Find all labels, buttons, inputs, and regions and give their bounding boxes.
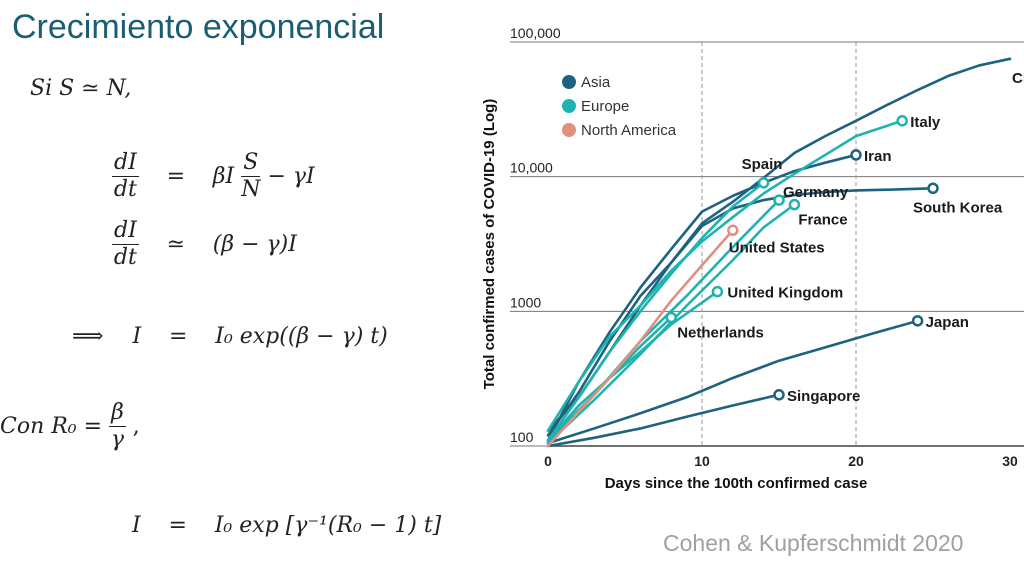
y-tick-label: 10,000 bbox=[510, 160, 553, 176]
series-label-iran: Iran bbox=[864, 148, 892, 165]
rhs-expression: I₀ exp [γ⁻¹(R₀ − 1) t] bbox=[214, 513, 442, 538]
equation-approx: dI dt ≃ (β − γ)I bbox=[112, 218, 297, 271]
rhs-prefix: βI bbox=[212, 164, 235, 189]
legend-label: Europe bbox=[581, 98, 629, 115]
y-tick-label: 100 bbox=[510, 429, 534, 445]
series-endpoint-netherlands bbox=[665, 311, 677, 324]
x-axis-title: Days since the 100th confirmed case bbox=[605, 475, 868, 492]
frac-num: β bbox=[109, 400, 126, 427]
relation-approx: ≃ bbox=[166, 232, 185, 257]
relation-equals: = bbox=[168, 513, 187, 538]
series-line-china bbox=[546, 57, 1012, 432]
covid-growth-chart: China Iran South Korea Japan Singapore Italy S… bbox=[481, 25, 1024, 492]
series-endpoint-spain bbox=[757, 177, 770, 189]
series-line-italy bbox=[546, 119, 904, 432]
series-lines: China Iran South Korea Japan Singapore Italy S… bbox=[546, 57, 1024, 448]
series-line-south-korea bbox=[546, 186, 935, 437]
fraction-di-dt: dI dt bbox=[112, 150, 139, 203]
series-endpoint-united-kingdom bbox=[711, 285, 724, 298]
rhs-suffix: − γI bbox=[267, 164, 315, 189]
series-label-france: France bbox=[798, 212, 847, 229]
citation: Cohen & Kupferschmidt 2020 bbox=[663, 530, 964, 556]
series-line-united-states bbox=[546, 228, 735, 448]
legend-marker bbox=[562, 123, 576, 137]
series-endpoint-italy bbox=[896, 115, 908, 127]
series-label-netherlands: Netherlands bbox=[677, 324, 764, 341]
legend-marker bbox=[562, 99, 576, 113]
legend: Asia Europe North America bbox=[562, 74, 677, 139]
series-label-china: China bbox=[1012, 70, 1024, 87]
series-label-united-kingdom: United Kingdom bbox=[727, 285, 843, 302]
series-endpoint-south-korea bbox=[927, 182, 939, 195]
axis-ticks: 100 1000 10,000 100,000 0 10 20 30 bbox=[510, 25, 1018, 469]
series-label-singapore: Singapore bbox=[787, 388, 860, 405]
fraction-di-dt: dI dt bbox=[112, 218, 139, 271]
legend-label: Asia bbox=[581, 74, 611, 91]
rhs-expression: I₀ exp((β − γ) t) bbox=[215, 324, 388, 349]
slide-title: Crecimiento exponencial bbox=[12, 8, 385, 46]
frac-den: γ bbox=[110, 427, 124, 452]
equation-condition-text: Si S ≃ N, bbox=[30, 76, 132, 101]
series-endpoint-iran bbox=[850, 149, 862, 161]
x-tick-label: 20 bbox=[848, 453, 864, 469]
r0-prefix: Con R₀ = bbox=[0, 414, 103, 439]
legend-marker bbox=[562, 75, 576, 89]
y-axis-title: Total confirmed cases of COVID-19 (Log) bbox=[481, 99, 498, 390]
series-line-japan bbox=[546, 319, 919, 445]
r0-suffix: , bbox=[132, 414, 140, 439]
series-endpoint-singapore bbox=[773, 389, 785, 401]
series-line-spain bbox=[546, 181, 765, 442]
series-line-france bbox=[546, 203, 796, 445]
x-tick-label: 0 bbox=[544, 453, 552, 469]
series-label-japan: Japan bbox=[926, 314, 969, 331]
series-endpoint-japan bbox=[911, 315, 924, 327]
equation-condition: Si S ≃ N, bbox=[30, 76, 131, 101]
series-line-united-kingdom bbox=[546, 290, 719, 442]
series-line-singapore bbox=[546, 393, 781, 448]
equation-final: I = I₀ exp [γ⁻¹(R₀ − 1) t] bbox=[132, 513, 441, 538]
x-tick-label: 30 bbox=[1002, 453, 1018, 469]
frac-den: N bbox=[241, 177, 261, 202]
frac-den: dt bbox=[113, 177, 137, 202]
y-tick-label: 1000 bbox=[510, 294, 541, 310]
x-tick-label: 10 bbox=[694, 453, 710, 469]
lhs-i: I bbox=[132, 324, 142, 349]
frac-num: dI bbox=[112, 218, 139, 245]
series-label-italy: Italy bbox=[910, 114, 941, 131]
frac-num: S bbox=[241, 150, 261, 177]
relation-equals: = bbox=[169, 324, 188, 349]
series-label-spain: Spain bbox=[742, 156, 783, 173]
series-endpoint-germany bbox=[773, 194, 785, 206]
series-label-united-states: United States bbox=[729, 239, 825, 256]
series-label-germany: Germany bbox=[783, 184, 849, 201]
rhs-expression: (β − γ)I bbox=[212, 232, 297, 257]
series-endpoint-france bbox=[788, 198, 801, 211]
equation-solution: ⟹ I = I₀ exp((β − γ) t) bbox=[72, 324, 388, 349]
frac-num: dI bbox=[112, 150, 139, 177]
series-label-south-korea: South Korea bbox=[913, 199, 1003, 216]
lhs-i: I bbox=[132, 513, 141, 538]
relation-equals: = bbox=[166, 164, 185, 189]
y-tick-label: 100,000 bbox=[510, 25, 561, 41]
frac-den: dt bbox=[113, 245, 137, 270]
legend-label: North America bbox=[581, 122, 677, 139]
series-endpoint-united-states bbox=[727, 224, 739, 237]
implies-arrow: ⟹ bbox=[72, 324, 104, 349]
